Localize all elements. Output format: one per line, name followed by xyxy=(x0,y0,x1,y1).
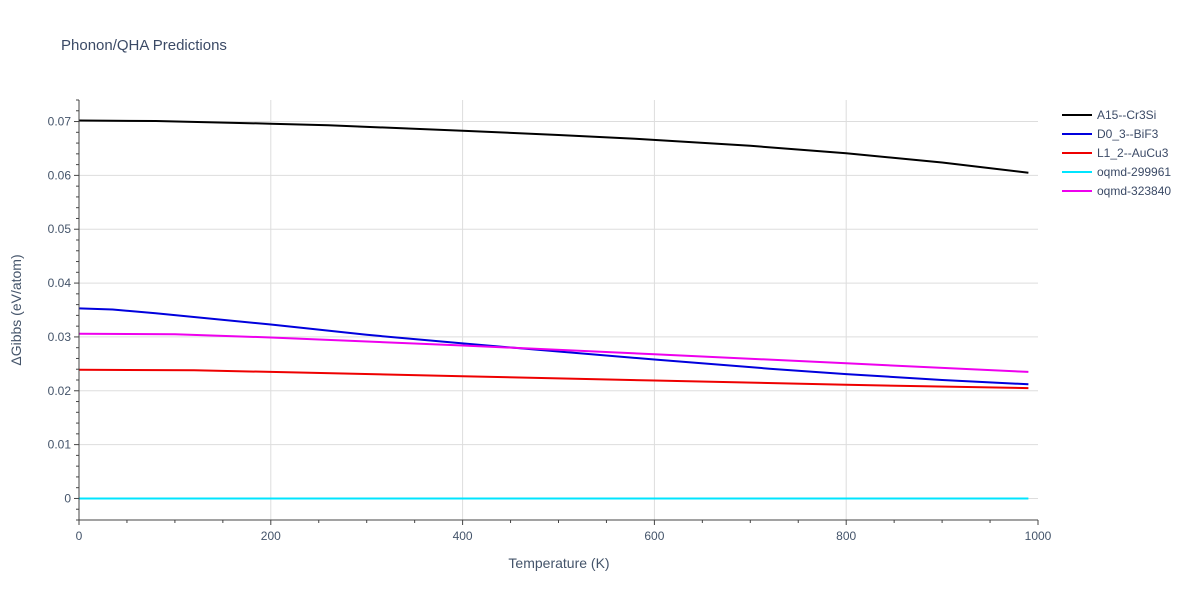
x-tick-label: 200 xyxy=(261,529,281,543)
legend-label: D0_3--BiF3 xyxy=(1097,127,1159,141)
y-tick-label: 0.03 xyxy=(48,330,72,344)
legend-item-l1-2-aucu3[interactable]: L1_2--AuCu3 xyxy=(1062,146,1169,160)
series-line-l1-2-aucu3 xyxy=(78,368,1029,390)
y-tick-label: 0.06 xyxy=(48,168,72,182)
legend-item-a15-cr3si[interactable]: A15--Cr3Si xyxy=(1062,108,1156,122)
series-line-oqmd-323840 xyxy=(78,332,1029,373)
grid-lines xyxy=(79,100,1038,520)
legend[interactable]: A15--Cr3Si D0_3--BiF3 L1_2--AuCu3 oqmd-2999… xyxy=(1062,108,1171,198)
y-tick-label: 0.02 xyxy=(48,384,72,398)
legend-item-oqmd-323840[interactable]: oqmd-323840 xyxy=(1062,184,1171,198)
x-tick-label: 0 xyxy=(76,529,83,543)
legend-item-oqmd-299961[interactable]: oqmd-299961 xyxy=(1062,165,1171,179)
y-tick-label: 0 xyxy=(64,491,71,505)
series-line-a15-cr3si xyxy=(78,119,1029,174)
legend-label: oqmd-323840 xyxy=(1097,184,1171,198)
series-line-d0-3-bif3 xyxy=(78,307,1029,386)
y-tick-label: 0.05 xyxy=(48,222,72,236)
y-axis-label: ΔGibbs (eV/atom) xyxy=(8,254,24,365)
legend-item-d0-3-bif3[interactable]: D0_3--BiF3 xyxy=(1062,127,1159,141)
x-axis-label: Temperature (K) xyxy=(508,555,609,571)
legend-label: A15--Cr3Si xyxy=(1097,108,1156,122)
y-tick-label: 0.04 xyxy=(48,276,72,290)
x-tick-label: 400 xyxy=(453,529,473,543)
y-tick-label: 0.07 xyxy=(48,115,72,129)
legend-label: oqmd-299961 xyxy=(1097,165,1171,179)
chart-title: Phonon/QHA Predictions xyxy=(61,37,227,54)
x-tick-label: 600 xyxy=(644,529,664,543)
axes xyxy=(78,100,1038,521)
series-layer xyxy=(78,119,1029,500)
legend-label: L1_2--AuCu3 xyxy=(1097,146,1169,160)
y-axis-ticks: 0 0.01 0.02 0.03 0.04 0.05 0.06 0.07 xyxy=(48,99,79,521)
y-tick-label: 0.01 xyxy=(48,438,72,452)
x-axis-ticks: 0 200 400 600 800 1000 xyxy=(76,520,1052,543)
x-tick-label: 1000 xyxy=(1025,529,1052,543)
x-tick-label: 800 xyxy=(836,529,856,543)
